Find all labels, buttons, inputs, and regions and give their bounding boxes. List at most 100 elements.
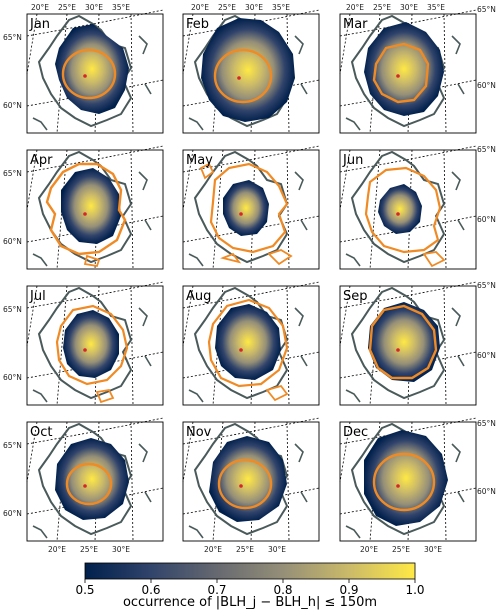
colorbar-tick-label: 1.0: [405, 583, 424, 597]
panel-sep: Sep: [339, 281, 477, 406]
center-marker: [83, 484, 87, 488]
panel-border: [182, 421, 320, 542]
month-label: Jun: [342, 153, 363, 168]
threshold-contour-fragment: [265, 384, 289, 402]
coastline-islands: [188, 171, 308, 267]
colorbar: 0.5 0.6 0.7 0.8 0.9 1.0 occurrence of |BLH_j …: [75, 562, 425, 610]
threshold-contour-fragment: [83, 254, 101, 268]
bottom-lon-tick: 20°E: [204, 545, 222, 554]
panel-aug: Aug: [182, 281, 320, 406]
bottom-lon-tick: 25°E: [236, 545, 254, 554]
month-label: Dec: [343, 425, 368, 440]
panel-mar: Mar: [339, 9, 477, 134]
month-label: Aug: [186, 289, 211, 304]
coastline-islands: [188, 443, 308, 539]
threshold-contour: [364, 166, 442, 254]
panel-border: [182, 13, 320, 134]
panel-nov: Nov: [182, 417, 320, 542]
month-label: Sep: [343, 289, 368, 304]
colorbar-label: occurrence of |BLH_j − BLH_h| ≤ 150m: [123, 595, 377, 610]
threshold-contour: [368, 304, 438, 380]
panel-border: [182, 149, 320, 270]
bottom-lon-tick: 20°E: [48, 545, 66, 554]
top-longitude-ticks: 20°E 25°E 30°E 35°E 20°E 25°E 30°E 35°E …: [31, 3, 445, 12]
center-marker: [396, 484, 400, 488]
panel-jun: Jun: [339, 145, 477, 270]
panel-border: [339, 13, 477, 134]
panel-may: May: [182, 145, 320, 270]
bottom-lon-tick: 25°E: [392, 545, 410, 554]
center-marker: [83, 348, 87, 352]
coastline-islands: [32, 443, 152, 539]
center-marker: [239, 348, 243, 352]
top-lon-tick: 20°E: [346, 3, 364, 12]
bottom-lon-tick: 30°E: [268, 545, 286, 554]
panel-dec: Dec: [339, 417, 477, 542]
coastline-islands: [32, 171, 152, 267]
lat-tick: 60°N: [477, 487, 496, 496]
lat-tick: 60°N: [3, 373, 22, 382]
top-lon-tick: 25°E: [218, 3, 236, 12]
lat-tick: 65°N: [477, 5, 496, 14]
month-label: Jul: [29, 289, 46, 304]
top-lon-tick: 30°E: [245, 3, 263, 12]
right-latitude-ticks: 65°N 60°N 65°N 60°N 65°N 60°N 65°N 60°N: [477, 5, 496, 496]
panel-border: [339, 285, 477, 406]
center-marker: [396, 74, 400, 78]
bottom-longitude-ticks: 20°E 25°E 30°E 20°E 25°E 30°E 20°E 25°E …: [48, 545, 442, 554]
center-marker: [83, 74, 87, 78]
colorbar-gradient: [84, 562, 416, 580]
bottom-lon-tick: 25°E: [80, 545, 98, 554]
month-label: Mar: [343, 17, 368, 32]
panel-border: [182, 285, 320, 406]
threshold-contour: [45, 162, 127, 256]
center-marker: [239, 484, 243, 488]
panel-jul: Jul: [26, 281, 164, 406]
lat-tick: 60°N: [3, 101, 22, 110]
center-marker: [237, 76, 241, 80]
threshold-contour: [61, 48, 117, 100]
lat-tick: 65°N: [477, 145, 496, 154]
bottom-lon-tick: 20°E: [360, 545, 378, 554]
occurrence-field: [378, 184, 422, 234]
coastline-islands: [32, 35, 152, 131]
lat-tick: 60°N: [3, 509, 22, 518]
occurrence-field: [368, 302, 440, 382]
colorbar-tick-label: 0.7: [207, 583, 226, 597]
occurrence-field: [63, 310, 119, 378]
colorbar-tick-label: 0.6: [141, 583, 160, 597]
lat-tick: 65°N: [477, 281, 496, 290]
top-lon-tick: 35°E: [272, 3, 290, 12]
top-lon-tick: 20°E: [31, 3, 49, 12]
month-label: Feb: [186, 17, 209, 32]
colorbar-tick-label: 0.9: [339, 583, 358, 597]
panel-apr: Apr: [26, 145, 164, 270]
coastline-islands: [345, 307, 465, 403]
center-marker: [396, 348, 400, 352]
threshold-contour: [55, 304, 129, 386]
month-label: Oct: [30, 425, 52, 440]
colorbar-tick-label: 0.8: [273, 583, 292, 597]
panel-jan: Jan: [26, 9, 164, 134]
panel-border: [339, 149, 477, 270]
coastline-islands: [32, 307, 152, 403]
threshold-contour: [372, 452, 436, 512]
coastline-islands: [188, 35, 308, 131]
threshold-contour: [65, 462, 113, 506]
month-label: Jan: [29, 17, 50, 32]
top-lon-tick: 25°E: [373, 3, 391, 12]
top-lon-tick: 35°E: [112, 3, 130, 12]
top-lon-tick: 30°E: [400, 3, 418, 12]
panel-border: [26, 149, 164, 270]
coastline: [37, 422, 133, 536]
top-lon-tick: 30°E: [85, 3, 103, 12]
coastline: [37, 286, 133, 400]
occurrence-field: [209, 436, 287, 522]
occurrence-field: [223, 180, 269, 236]
panel-oct: Oct: [26, 417, 164, 542]
threshold-contour-fragment: [199, 162, 293, 266]
month-label: Nov: [186, 425, 212, 440]
center-marker: [239, 212, 243, 216]
lat-tick: 65°N: [3, 33, 22, 42]
lat-tick: 65°N: [3, 169, 22, 178]
